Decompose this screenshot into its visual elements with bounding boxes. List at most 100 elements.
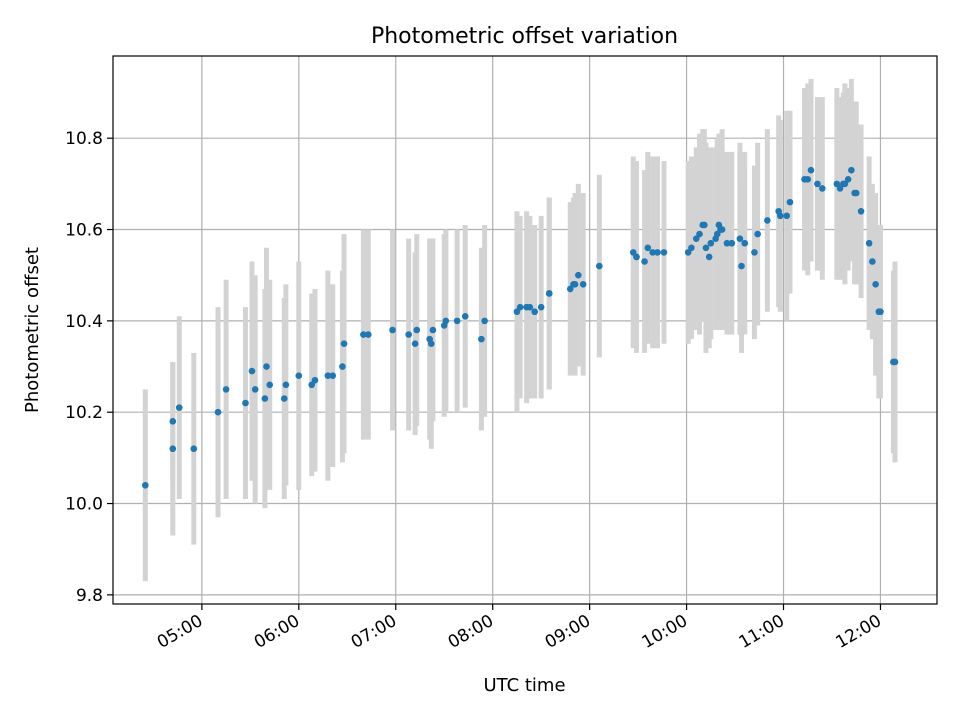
- data-point: [364, 331, 372, 338]
- data-point: [688, 244, 695, 252]
- data-point: [308, 381, 316, 389]
- data-point: [804, 176, 812, 183]
- data-point: [478, 335, 485, 343]
- data-point: [660, 249, 668, 256]
- data-point: [702, 244, 710, 252]
- data-point: [405, 331, 412, 338]
- data-point: [776, 212, 784, 220]
- data-point: [251, 386, 259, 393]
- data-point: [413, 326, 421, 334]
- data-point: [818, 185, 826, 192]
- data-point: [741, 239, 749, 247]
- data-point: [701, 221, 708, 229]
- data-point: [516, 303, 524, 311]
- data-point: [696, 230, 703, 238]
- y-axis-label: Photometric offset: [22, 247, 43, 413]
- data-point: [242, 399, 249, 407]
- data-point: [718, 226, 726, 233]
- data-point: [852, 189, 860, 197]
- data-point: [836, 185, 844, 192]
- data-point: [641, 258, 648, 265]
- data-points: [142, 166, 899, 489]
- data-point: [833, 180, 841, 188]
- data-point: [723, 239, 731, 247]
- data-point: [453, 317, 461, 325]
- data-point: [844, 176, 852, 183]
- data-point: [872, 281, 879, 288]
- data-point: [629, 249, 637, 256]
- data-point: [263, 363, 270, 370]
- data-point: [389, 326, 396, 334]
- data-point: [324, 372, 332, 379]
- data-point: [786, 198, 794, 206]
- plot-frame: [112, 55, 938, 605]
- data-point: [705, 253, 713, 261]
- data-point: [857, 207, 865, 215]
- data-point: [764, 217, 771, 224]
- data-point: [214, 408, 222, 416]
- data-point: [707, 239, 715, 247]
- data-point: [891, 358, 899, 366]
- data-point: [633, 253, 640, 261]
- data-point: [738, 262, 745, 270]
- y-tick-label: 10.8: [65, 129, 103, 149]
- data-point: [190, 445, 198, 453]
- y-tick-label: 10.6: [65, 221, 103, 241]
- y-tick-label: 10.2: [65, 403, 103, 423]
- data-point: [841, 180, 849, 188]
- data-point: [175, 404, 183, 411]
- data-point: [684, 249, 692, 256]
- data-point: [427, 340, 435, 348]
- data-point: [531, 308, 538, 316]
- data-point: [537, 303, 545, 311]
- data-point: [169, 418, 177, 425]
- data-point: [340, 340, 348, 348]
- data-point: [513, 308, 521, 316]
- data-point: [461, 313, 469, 320]
- data-point: [429, 326, 437, 334]
- data-point: [360, 331, 367, 338]
- data-point: [248, 367, 256, 375]
- data-point: [807, 166, 815, 174]
- data-point: [280, 395, 288, 402]
- y-tick-label: 10.4: [65, 312, 103, 332]
- data-point: [848, 166, 855, 174]
- y-axis: 9.8 10.0 10.2 10.4 10.6 10.8: [65, 129, 113, 606]
- data-point: [526, 303, 534, 311]
- data-point: [877, 308, 884, 316]
- x-axis-label: UTC time: [483, 675, 565, 696]
- data-point: [545, 290, 553, 297]
- data-point: [692, 235, 700, 242]
- data-point: [579, 281, 587, 288]
- data-point: [295, 372, 303, 379]
- data-point: [282, 381, 290, 389]
- y-tick-label: 10.0: [65, 495, 103, 515]
- data-point: [713, 230, 721, 238]
- data-point: [654, 249, 661, 256]
- data-point: [142, 481, 149, 489]
- data-point: [329, 372, 337, 379]
- data-point: [596, 262, 603, 270]
- data-point: [783, 212, 791, 220]
- data-point: [575, 271, 582, 279]
- data-point: [814, 180, 821, 188]
- data-point: [736, 235, 744, 242]
- data-point: [566, 285, 574, 293]
- data-point: [339, 363, 346, 370]
- data-point: [266, 381, 274, 389]
- data-point: [442, 317, 450, 325]
- data-point: [311, 376, 319, 384]
- data-point: [411, 340, 419, 348]
- y-tick-label: 9.8: [76, 586, 103, 606]
- data-point: [728, 239, 736, 247]
- data-point: [869, 258, 876, 265]
- data-point: [481, 317, 488, 325]
- data-point: [649, 249, 656, 256]
- data-point: [261, 395, 269, 402]
- data-point: [222, 386, 230, 393]
- data-point: [571, 281, 579, 288]
- data-point: [754, 230, 761, 238]
- data-point: [644, 244, 652, 252]
- data-point: [751, 249, 758, 256]
